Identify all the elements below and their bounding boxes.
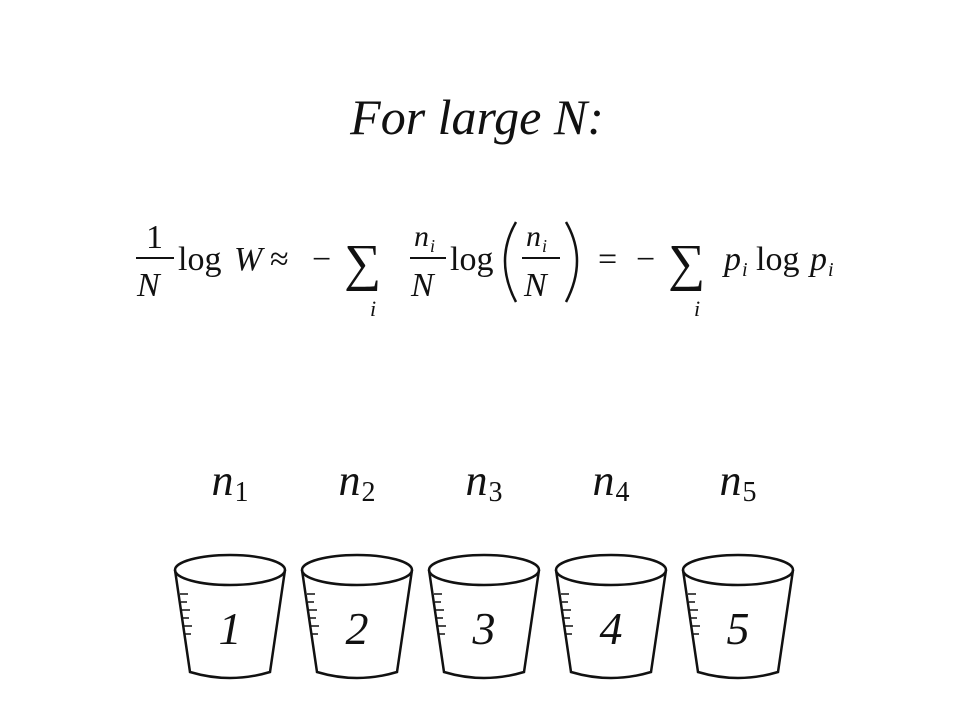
- bucket-number: 3: [472, 603, 496, 654]
- bucket-1: 1: [170, 550, 290, 682]
- bucket-icon: [554, 553, 668, 680]
- frac-denominator: N: [136, 267, 162, 304]
- ni-denominator: N: [410, 267, 436, 304]
- bin-label-5: n5: [719, 456, 757, 508]
- right-paren: [564, 221, 579, 303]
- bucket-4: 4: [551, 550, 671, 682]
- sum-2-index: i: [694, 296, 700, 321]
- var-W: W: [234, 241, 265, 278]
- bucket-icon: [173, 553, 287, 680]
- log-3: log: [756, 241, 799, 278]
- bucket-3: 3: [424, 550, 544, 682]
- p-1-sub: i: [742, 259, 748, 281]
- bucket-icon: [681, 553, 795, 680]
- bin-label-2: n2: [338, 456, 376, 508]
- approx-sign: ≈: [270, 241, 289, 278]
- bucket-row: 1 2 3: [0, 550, 954, 690]
- equals-sign: =: [598, 241, 617, 278]
- minus-1: −: [312, 241, 331, 278]
- bin-label-3: n3: [465, 456, 503, 508]
- bin-label-4: n4: [592, 456, 630, 508]
- bin-label-1: n1: [211, 456, 249, 508]
- log-2: log: [450, 241, 493, 278]
- ni-numerator: n: [414, 220, 429, 253]
- paren-numerator: n: [526, 220, 541, 253]
- page-title: For large N:: [350, 89, 604, 145]
- log-1: log: [178, 241, 221, 278]
- frac-numerator: 1: [146, 219, 163, 256]
- left-paren: [503, 221, 518, 303]
- p-1: p: [722, 241, 741, 278]
- sum-1: ∑: [344, 235, 381, 292]
- p-2: p: [808, 241, 827, 278]
- bucket-icon: [427, 553, 541, 680]
- paren-denominator: N: [523, 267, 549, 304]
- bucket-number: 2: [345, 603, 369, 654]
- bucket-2: 2: [297, 550, 417, 682]
- bucket-number: 5: [726, 603, 750, 654]
- minus-2: −: [636, 241, 655, 278]
- ni-numerator-sub: i: [430, 236, 435, 256]
- entropy-formula: 1 N log W ≈ − ∑ i n i N log n i N = − ∑ …: [134, 210, 854, 330]
- bucket-number: 4: [599, 603, 623, 654]
- bucket-icon: [300, 553, 414, 680]
- paren-numerator-sub: i: [542, 236, 547, 256]
- sum-2: ∑: [668, 235, 705, 292]
- bucket-5: 5: [678, 550, 798, 682]
- bucket-number: 1: [218, 603, 242, 654]
- bin-labels: n1 n2 n3 n4 n5: [0, 455, 954, 508]
- p-2-sub: i: [828, 259, 834, 281]
- sum-1-index: i: [370, 296, 376, 321]
